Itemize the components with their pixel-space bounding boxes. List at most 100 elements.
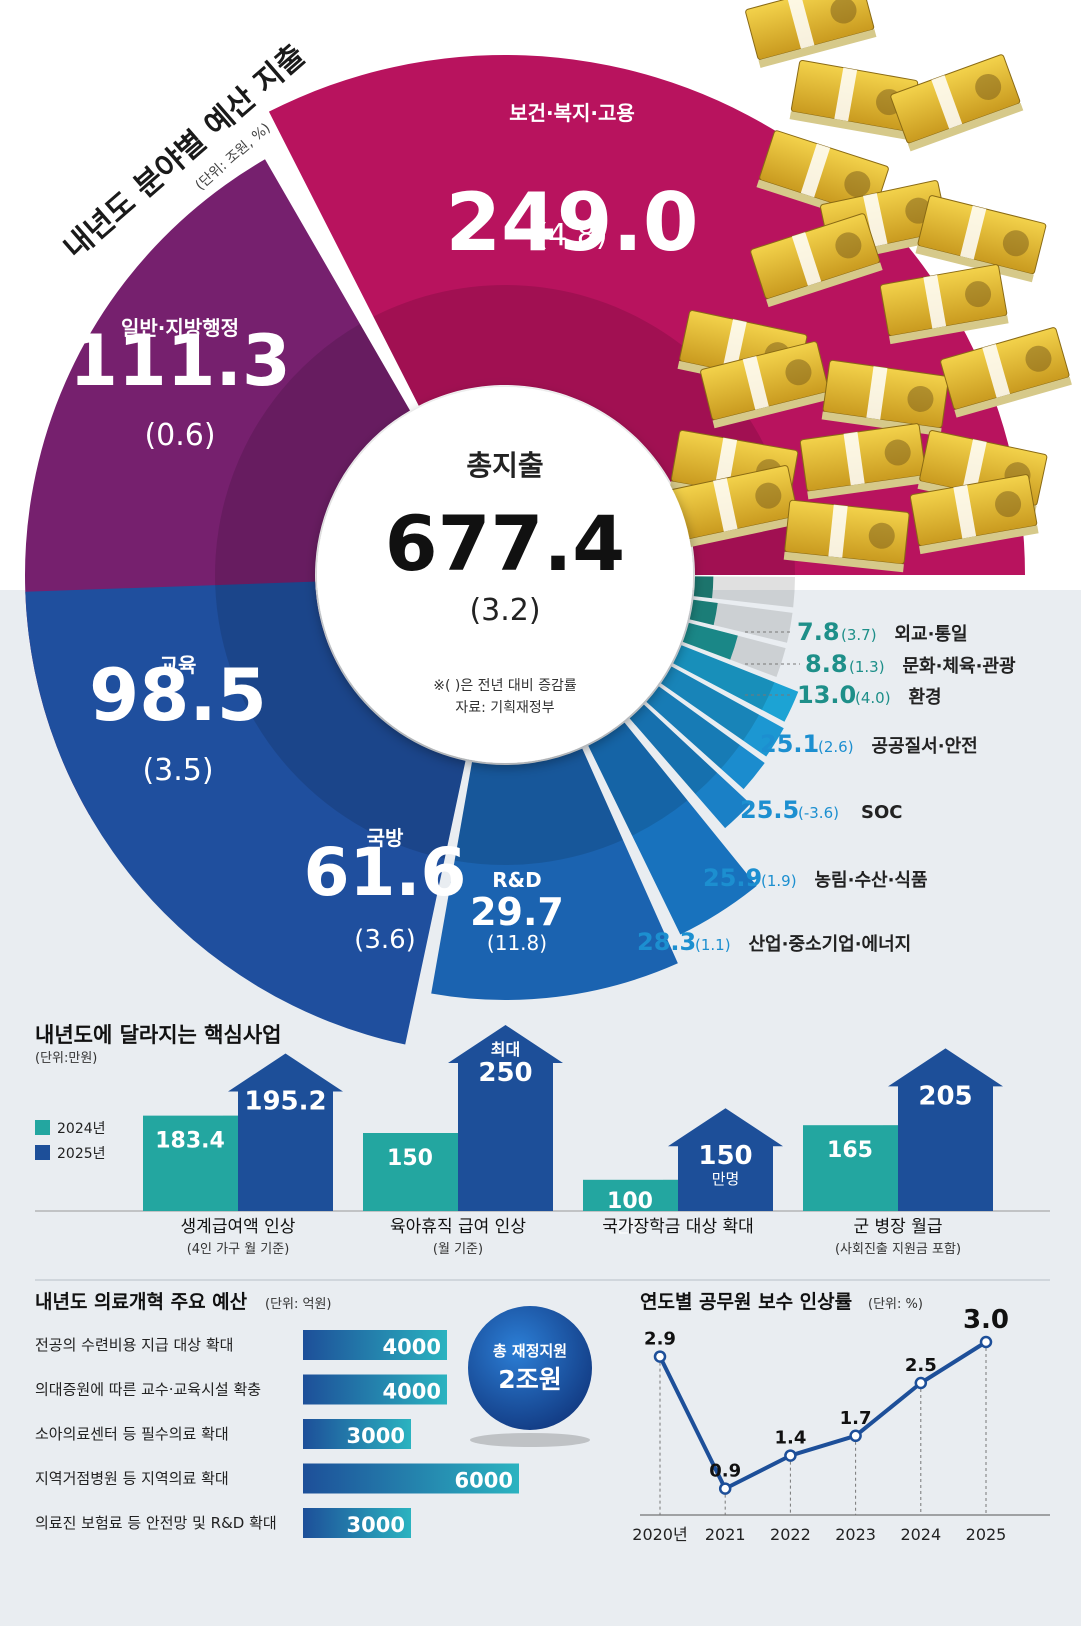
group-label: 생계급여액 인상 (181, 1217, 296, 1237)
pie-slice-ring-7 (661, 666, 760, 741)
bundle-edge (889, 315, 1009, 345)
total-badge (468, 1306, 592, 1430)
bar-2025-arrow (228, 1053, 343, 1211)
bundle-edge (783, 551, 904, 573)
slice-change: (3.5) (142, 753, 213, 788)
small-slice-value: 13.0 (797, 681, 856, 709)
hbar-value: 3000 (347, 1513, 405, 1537)
money-bundle (750, 213, 883, 308)
bundle-portrait (844, 171, 871, 198)
small-slice-name: 농림·수산·식품 (815, 870, 928, 891)
bar-2024 (583, 1179, 678, 1211)
slice-change: (3.6) (354, 925, 416, 955)
bundle-portrait (755, 482, 782, 509)
money-bundle (915, 195, 1047, 283)
small-slice-value: 25.9 (703, 864, 762, 892)
small-slice-name: SOC (861, 802, 902, 823)
bundle-edge (954, 376, 1072, 418)
slice-change: (4.8) (536, 218, 607, 253)
line-point (914, 1376, 928, 1390)
bundle-band (923, 274, 947, 329)
hbar-value: 6000 (455, 1469, 513, 1493)
legend-swatch (35, 1145, 50, 1160)
bar-2025-arrow (888, 1048, 1003, 1211)
hbar-category: 지역거점병원 등 지역의료 확대 (35, 1470, 229, 1488)
bar-2025-prefix: 최대 (491, 1040, 520, 1059)
bar-2024-value: 183.4 (155, 1129, 225, 1154)
line-point (784, 1449, 797, 1462)
money-bundle (940, 327, 1072, 418)
hbar-value: 4000 (383, 1335, 441, 1359)
center-circle (317, 387, 693, 763)
line-point-label: 1.4 (774, 1428, 806, 1449)
bar-2024 (803, 1125, 898, 1211)
bundle-portrait (868, 522, 895, 549)
bundle-band (713, 477, 738, 532)
pie-slice-ring-9 (682, 622, 786, 678)
small-slice-name: 문화·체육·관광 (903, 656, 1016, 677)
center-label: 총지출 (466, 449, 543, 482)
pie-slice-9 (682, 622, 738, 660)
bundle-band (953, 484, 977, 539)
bundle-band (791, 232, 822, 286)
pie-slice-3 (431, 748, 678, 1001)
small-slice-value: 25.1 (760, 730, 819, 758)
group-label: 국가장학금 대상 확대 (602, 1217, 754, 1237)
pie-slice-ring-2 (215, 581, 466, 859)
bundle-band (742, 355, 769, 410)
bundle-portrait (995, 491, 1022, 518)
bundle-band (866, 366, 888, 420)
slice-change: (0.6) (144, 418, 215, 453)
hbar-category: 전공의 수련비용 지급 대상 확대 (35, 1336, 233, 1354)
hbar-category: 의료진 보험료 등 안전망 및 R&D 확대 (35, 1514, 277, 1532)
bundle-band (982, 344, 1011, 398)
slice-name: 일반·지방행정 (121, 316, 239, 340)
bar-2025-value: 205 (918, 1081, 972, 1111)
line-x-label: 2025 (966, 1525, 1007, 1544)
bundle-edge (789, 111, 910, 140)
small-slice-change: (3.7) (841, 626, 877, 644)
line-x-label: 2024 (900, 1525, 941, 1544)
badge-shadow (470, 1433, 590, 1447)
small-slice-change: (-3.6) (798, 804, 839, 822)
hbars-title: 내년도 의료개혁 주요 예산 (35, 1291, 248, 1313)
bundle-edge (919, 525, 1039, 555)
line-point-label: 0.9 (709, 1461, 741, 1482)
bar-2024-value: 100 (607, 1189, 653, 1214)
pie-slice-5 (629, 704, 751, 829)
slice-value: 61.6 (304, 834, 467, 911)
bar-2024 (143, 1115, 238, 1211)
line-unit: (단위: %) (868, 1297, 923, 1312)
line-point (979, 1335, 993, 1349)
center-total: 677.4 (385, 499, 625, 588)
bundle-portrait (975, 73, 1002, 100)
pie-slice-10 (689, 599, 718, 626)
bundle-edge (807, 474, 928, 500)
bar-2024-value: 150 (387, 1146, 433, 1171)
salary-raise-chart: 연도별 공무원 보수 인상률 (단위: %) 2.9 2020년 0.9 2021 1.4 2… (632, 1291, 1050, 1544)
bundle-portrait (907, 385, 934, 412)
badge-bottom: 2조원 (498, 1365, 561, 1394)
legend-label: 2024년 (57, 1121, 106, 1137)
pie-slice-ring-6 (646, 686, 740, 769)
bundle-edge (766, 262, 883, 308)
line-point (653, 1350, 667, 1363)
hbar (303, 1508, 411, 1538)
small-slice-change: (4.0) (855, 689, 891, 707)
hbar (303, 1330, 447, 1360)
bundle-band (962, 439, 987, 493)
medical-reform-chart: 내년도 의료개혁 주요 예산 (단위: 억원) 전공의 수련비용 지급 대상 확대 4… (35, 1291, 592, 1538)
small-slice-change: (1.3) (849, 658, 885, 676)
slice-value: 29.7 (470, 890, 564, 934)
small-slice-name: 외교·통일 (895, 624, 968, 645)
line-title: 연도별 공무원 보수 인상률 (640, 1291, 852, 1313)
line-x-label: 2023 (835, 1525, 876, 1544)
center-change: (3.2) (469, 593, 540, 628)
bundle-band (714, 437, 738, 492)
small-slice-change: (2.6) (818, 738, 854, 756)
money-bundle (879, 264, 1009, 345)
bundle-band (722, 319, 747, 373)
bundle-portrait (1025, 345, 1052, 372)
small-slice-value: 7.8 (797, 618, 840, 646)
